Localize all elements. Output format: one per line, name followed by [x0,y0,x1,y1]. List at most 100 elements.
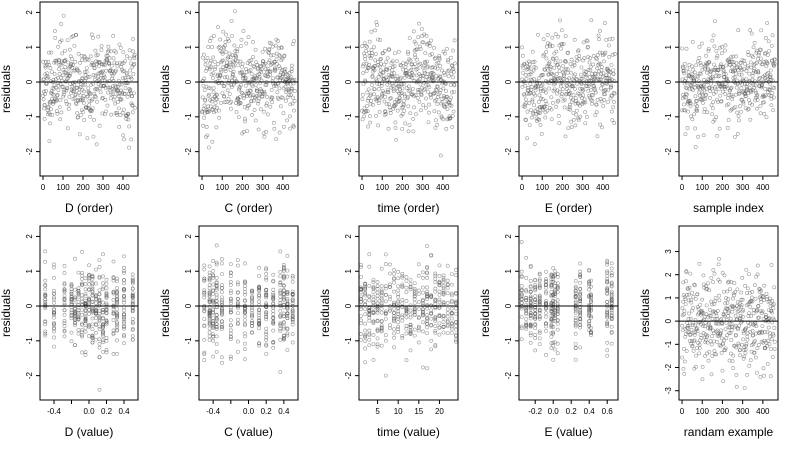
data-point [706,46,711,51]
data-point [421,80,426,85]
data-point [416,273,421,278]
data-point [73,315,77,320]
data-point [548,42,552,47]
data-point [76,270,81,275]
data-point [97,64,101,68]
data-point [278,54,282,59]
data-point [408,308,413,313]
data-point [551,101,555,105]
data-point [742,354,747,359]
data-point [125,94,130,99]
data-point [285,316,290,321]
data-point [52,310,56,315]
data-point [450,113,455,118]
data-point [275,90,280,95]
data-point [269,95,274,100]
data-point [290,318,295,322]
data-point [423,87,427,91]
data-point [257,318,262,323]
data-point [429,38,434,43]
data-point [524,118,528,123]
data-point [82,118,87,122]
data-point [396,300,401,305]
data-point [717,126,722,131]
data-point [445,314,450,319]
data-point [725,84,729,89]
data-point [278,301,283,306]
data-point [266,60,271,65]
data-point [49,107,53,112]
data-point [214,342,219,347]
data-point [74,102,79,107]
data-point [292,77,297,82]
data-point [425,265,429,269]
data-point [605,313,610,318]
data-point [371,358,376,362]
data-point [122,69,127,73]
data-point [449,291,454,296]
data-point [742,386,747,390]
data-point [412,327,417,332]
data-point [94,311,98,316]
data-point [578,316,583,321]
data-point [750,295,754,300]
data-point [537,99,541,104]
data-point [609,324,614,329]
data-point [425,325,429,330]
plot-frame [678,1,779,177]
x-tick-label: 200 [716,407,730,416]
data-point [130,281,135,286]
data-point [115,351,119,356]
data-point [94,321,98,326]
data-point [378,72,382,77]
data-point [278,370,283,374]
data-point [214,325,219,330]
data-point [551,266,556,271]
data-point [697,261,702,266]
data-point [519,288,524,293]
data-point [720,368,725,373]
data-point [200,95,205,100]
data-point [63,58,68,62]
data-point [220,50,224,54]
data-point [519,337,524,342]
data-point [359,264,363,269]
data-point [217,74,222,79]
data-point [412,307,417,311]
data-point [281,74,285,79]
data-point [533,294,538,298]
data-point [235,301,240,306]
data-point [446,74,451,79]
data-point [220,327,224,331]
data-point [375,308,380,313]
data-point [735,287,740,292]
y-axis-label: residuals [318,289,332,337]
data-point [202,292,207,297]
data-point [96,34,101,39]
data-point [449,321,454,326]
data-point [394,102,398,107]
data-point [201,52,206,57]
data-point [212,33,216,38]
data-point [524,324,529,329]
data-point [264,312,269,317]
data-point [726,102,731,107]
data-point [211,273,216,278]
data-point [101,252,105,257]
data-point [52,322,56,327]
data-point [715,317,720,321]
data-point [228,288,233,293]
data-point [433,298,438,302]
data-point [61,73,65,78]
data-point [73,92,78,97]
data-point [556,98,561,103]
x-tick-label: 0 [680,407,685,416]
data-point [747,363,752,368]
data-point [768,87,772,92]
data-point [366,87,371,92]
data-point [262,134,267,139]
data-point [64,88,69,93]
data-point [101,322,105,327]
data-point [772,326,777,330]
data-point [76,290,81,295]
